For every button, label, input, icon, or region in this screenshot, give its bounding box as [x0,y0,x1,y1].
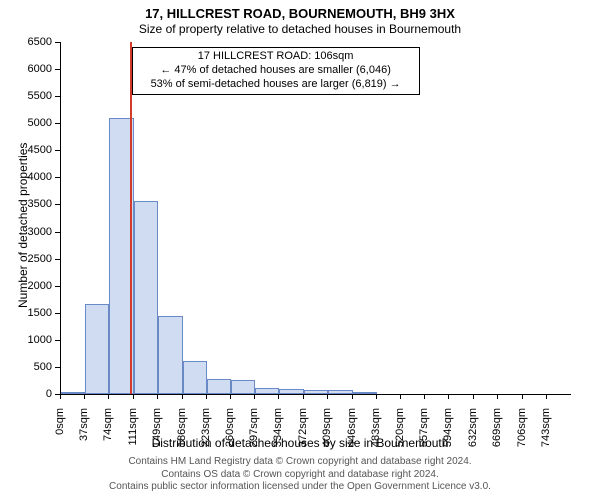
x-tick-label: 669sqm [491,408,503,458]
histogram-bar [353,392,377,394]
y-tick-label: 0 [14,388,52,400]
y-tick-label: 5000 [14,117,52,129]
annotation-box: 17 HILLCREST ROAD: 106sqm ← 47% of detac… [132,47,420,94]
x-tick-mark [157,394,158,399]
y-tick-mark [55,69,60,70]
y-tick-mark [55,232,60,233]
y-tick-label: 4000 [14,171,52,183]
histogram-bar [85,304,109,394]
x-tick-mark [424,394,425,399]
y-tick-mark [55,204,60,205]
y-tick-mark [55,340,60,341]
x-tick-label: 557sqm [418,408,430,458]
histogram-bar [134,201,158,394]
x-tick-mark [133,394,134,399]
y-tick-mark [55,123,60,124]
y-tick-label: 6000 [14,63,52,75]
x-tick-mark [448,394,449,399]
x-tick-mark [254,394,255,399]
x-tick-label: 483sqm [370,408,382,458]
y-tick-label: 2000 [14,280,52,292]
x-tick-label: 0sqm [54,408,66,458]
chart-subtitle: Size of property relative to detached ho… [0,22,600,36]
x-tick-mark [230,394,231,399]
x-tick-label: 297sqm [248,408,260,458]
x-tick-label: 260sqm [224,408,236,458]
chart-title-address: 17, HILLCREST ROAD, BOURNEMOUTH, BH9 3HX [0,6,600,21]
y-tick-label: 5500 [14,90,52,102]
y-tick-mark [55,150,60,151]
x-tick-label: 372sqm [297,408,309,458]
x-tick-mark [473,394,474,399]
x-tick-mark [108,394,109,399]
x-tick-mark [497,394,498,399]
x-tick-label: 74sqm [102,408,114,458]
y-tick-label: 2500 [14,253,52,265]
x-tick-mark [376,394,377,399]
y-tick-label: 1500 [14,307,52,319]
x-tick-label: 706sqm [516,408,528,458]
histogram-bar [231,380,255,394]
y-tick-mark [55,177,60,178]
y-tick-mark [55,367,60,368]
annotation-line1: 17 HILLCREST ROAD: 106sqm [137,50,415,64]
x-tick-mark [400,394,401,399]
y-tick-mark [55,96,60,97]
x-tick-label: 594sqm [442,408,454,458]
x-tick-label: 632sqm [467,408,479,458]
annotation-line3: 53% of semi-detached houses are larger (… [137,78,415,92]
x-tick-mark [278,394,279,399]
x-tick-label: 334sqm [272,408,284,458]
chart-container: 17, HILLCREST ROAD, BOURNEMOUTH, BH9 3HX… [0,0,600,500]
y-tick-label: 3500 [14,198,52,210]
x-tick-label: 446sqm [346,408,358,458]
histogram-bar [61,392,85,394]
x-tick-mark [303,394,304,399]
x-tick-mark [327,394,328,399]
attribution-footer: Contains HM Land Registry data © Crown c… [0,456,600,494]
footer-line3: Contains public sector information licen… [0,481,600,494]
x-tick-label: 743sqm [540,408,552,458]
property-marker-line [130,42,132,394]
y-tick-mark [55,286,60,287]
x-tick-mark [60,394,61,399]
y-tick-label: 500 [14,361,52,373]
histogram-bar [158,316,182,394]
y-tick-mark [55,313,60,314]
x-tick-mark [206,394,207,399]
x-tick-label: 37sqm [78,408,90,458]
x-tick-label: 520sqm [394,408,406,458]
y-tick-label: 3000 [14,226,52,238]
annotation-line2: ← 47% of detached houses are smaller (6,… [137,64,415,78]
x-tick-mark [84,394,85,399]
histogram-bar [279,389,303,394]
x-tick-mark [546,394,547,399]
y-tick-mark [55,259,60,260]
plot-area: 17 HILLCREST ROAD: 106sqm ← 47% of detac… [60,42,571,395]
footer-line2: Contains OS data © Crown copyright and d… [0,469,600,482]
histogram-bar [304,390,328,394]
histogram-bar [255,388,279,394]
x-tick-label: 409sqm [321,408,333,458]
x-tick-label: 149sqm [151,408,163,458]
x-tick-mark [182,394,183,399]
x-tick-mark [522,394,523,399]
histogram-bar [328,390,352,394]
histogram-bar [207,379,231,394]
y-tick-label: 4500 [14,144,52,156]
y-tick-label: 6500 [14,36,52,48]
y-tick-mark [55,42,60,43]
x-tick-label: 223sqm [200,408,212,458]
x-tick-mark [352,394,353,399]
x-tick-label: 186sqm [176,408,188,458]
histogram-bar [183,361,207,394]
x-tick-label: 111sqm [127,408,139,458]
y-tick-label: 1000 [14,334,52,346]
